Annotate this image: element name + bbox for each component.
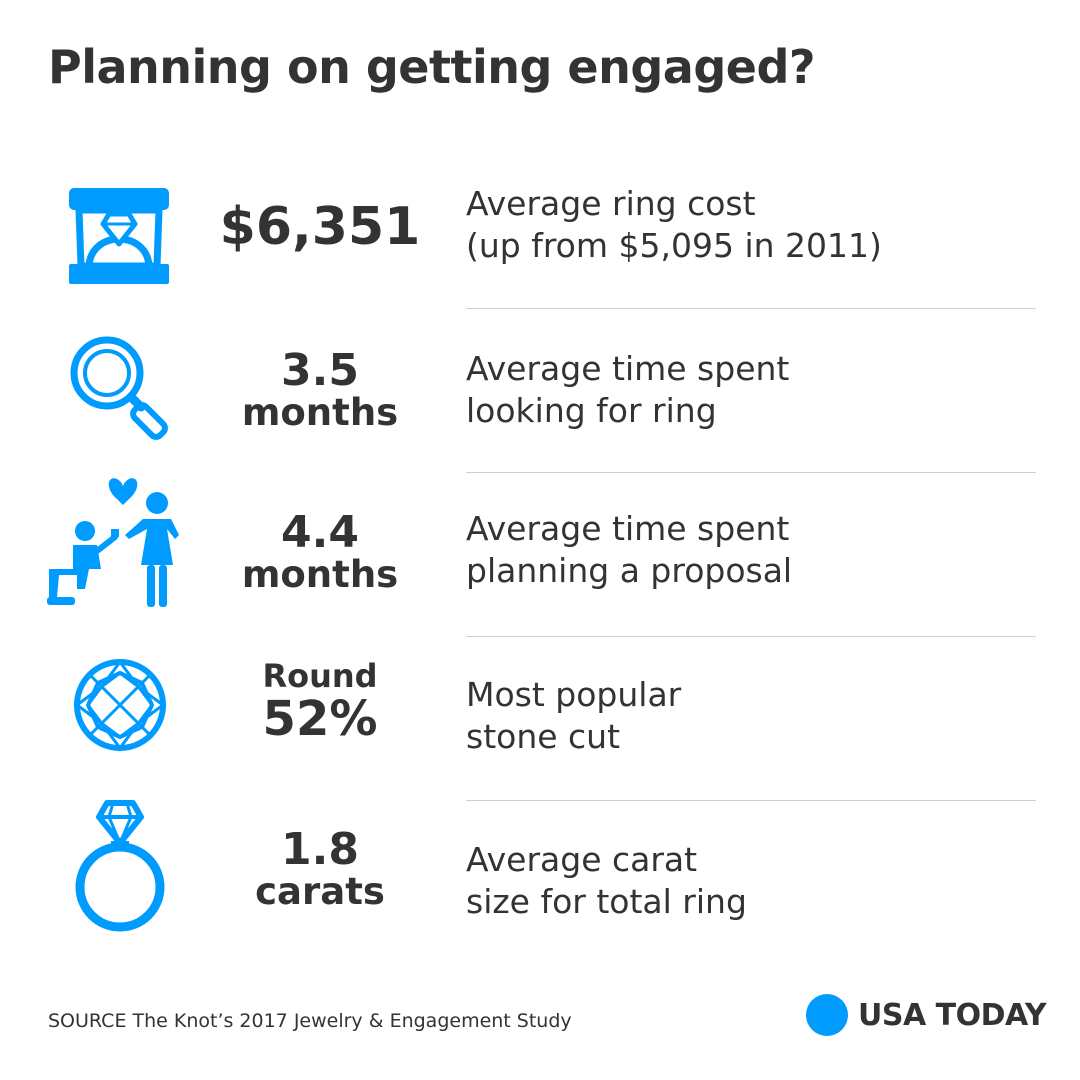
stat-row-ring-cost: $6,351 Average ring cost (up from $5,095… [0, 170, 1080, 290]
stat-description: Most popular [466, 675, 682, 714]
stat-value: 3.5 [281, 345, 359, 396]
stat-row-stone-cut: Round 52% Most popular stone cut [0, 650, 1080, 770]
stat-description: planning a proposal [466, 551, 793, 590]
stat-row-carat-size: 1.8 carats Average carat size for total … [0, 795, 1080, 940]
divider [466, 800, 1036, 801]
stat-value: 4.4 [281, 507, 359, 558]
ring-box-icon [40, 180, 200, 290]
stat-value: 1.8 [281, 824, 359, 875]
brand-dot-icon [806, 994, 848, 1036]
diamond-ring-icon [40, 795, 200, 935]
stat-row-proposal-time: 4.4 months Average time spent planning a… [0, 470, 1080, 620]
source-note: SOURCE The Knot’s 2017 Jewelry & Engagem… [48, 1010, 572, 1032]
stat-label: Round [262, 657, 378, 695]
stat-description: Average ring cost [466, 184, 756, 223]
stat-value: 52% [262, 690, 378, 747]
stat-description: Average time spent [466, 509, 790, 548]
stat-description: stone cut [466, 717, 621, 756]
stat-unit: carats [255, 870, 385, 914]
brand-name: USA TODAY [858, 997, 1047, 1033]
divider [466, 636, 1036, 637]
proposal-icon [40, 470, 200, 615]
divider [466, 472, 1036, 473]
brand-logo: USA TODAY [806, 994, 1047, 1036]
divider [466, 308, 1036, 309]
stat-description: Average carat [466, 840, 698, 879]
stat-description: size for total ring [466, 882, 747, 921]
magnifying-glass-icon [40, 330, 200, 445]
stat-unit: months [241, 391, 399, 435]
stat-description: looking for ring [466, 391, 717, 430]
stat-row-search-time: 3.5 months Average time spent looking fo… [0, 330, 1080, 450]
stat-description: (up from $5,095 in 2011) [466, 226, 882, 265]
round-diamond-icon [40, 650, 200, 760]
stat-unit: months [241, 553, 399, 597]
stat-value: $6,351 [219, 197, 421, 257]
page-title: Planning on getting engaged? [48, 40, 816, 94]
stat-description: Average time spent [466, 349, 790, 388]
